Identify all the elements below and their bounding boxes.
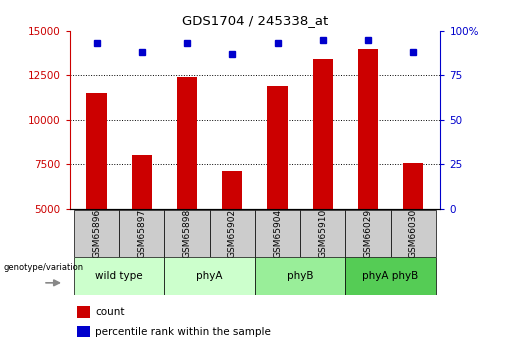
Bar <box>403 162 423 209</box>
Bar <box>132 155 152 209</box>
Text: GSM65910: GSM65910 <box>318 209 327 258</box>
Bar <box>177 77 197 209</box>
Text: phyB: phyB <box>287 271 314 281</box>
Bar <box>255 257 346 295</box>
Bar <box>313 59 333 209</box>
Bar <box>267 86 288 209</box>
Text: GSM66030: GSM66030 <box>409 209 418 258</box>
Bar <box>74 257 164 295</box>
Text: percentile rank within the sample: percentile rank within the sample <box>95 327 271 337</box>
Text: wild type: wild type <box>95 271 143 281</box>
Bar <box>164 257 255 295</box>
Bar <box>390 210 436 257</box>
Bar <box>210 210 255 257</box>
Text: phyA phyB: phyA phyB <box>363 271 419 281</box>
Bar <box>164 210 210 257</box>
Bar <box>300 210 346 257</box>
Text: phyA: phyA <box>196 271 223 281</box>
Bar <box>222 171 243 209</box>
Text: GSM65896: GSM65896 <box>92 209 101 258</box>
Bar <box>358 49 378 209</box>
Text: GSM65897: GSM65897 <box>138 209 146 258</box>
Bar <box>77 306 90 317</box>
Bar <box>87 93 107 209</box>
Text: GSM65898: GSM65898 <box>183 209 192 258</box>
Bar <box>346 257 436 295</box>
Bar <box>255 210 300 257</box>
Bar <box>77 326 90 337</box>
Text: genotype/variation: genotype/variation <box>4 263 83 272</box>
Text: count: count <box>95 307 125 317</box>
Bar <box>119 210 164 257</box>
Text: GSM66029: GSM66029 <box>364 209 372 258</box>
Text: GSM65902: GSM65902 <box>228 209 237 258</box>
Text: GSM65904: GSM65904 <box>273 209 282 258</box>
Bar <box>74 210 119 257</box>
Bar <box>346 210 390 257</box>
Title: GDS1704 / 245338_at: GDS1704 / 245338_at <box>182 14 328 27</box>
